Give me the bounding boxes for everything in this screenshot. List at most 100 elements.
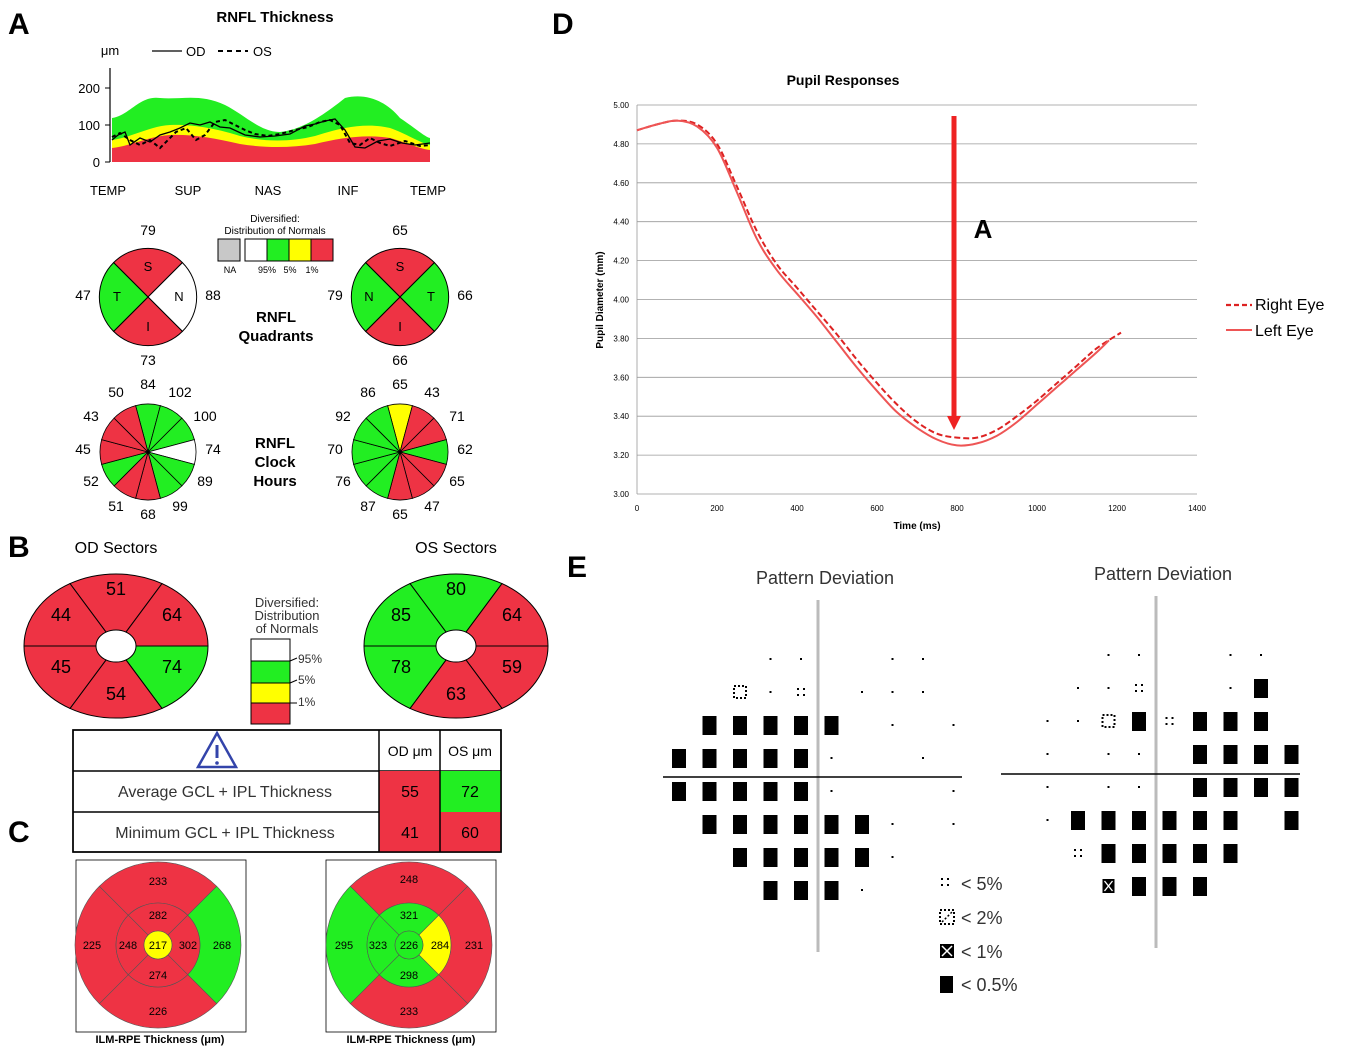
macular-sector: [465, 645, 549, 710]
vf-cell-normal: [830, 790, 833, 792]
y-tick-label: 4.60: [613, 179, 629, 188]
od-quadrant-letter: T: [113, 289, 121, 304]
etdrs-center: [394, 930, 424, 960]
left-eye-line: [636, 119, 1110, 447]
gcl-header-od: OD μm: [388, 743, 433, 759]
pattern-deviation-legend: < 5% < 2% < 1% < 0.5%: [939, 874, 1018, 995]
legend-p05: < 0.5%: [961, 975, 1018, 995]
vf-cell-normal: [922, 691, 924, 693]
y-tick-label: 3.00: [613, 490, 629, 499]
vf-cell-p05: [702, 716, 717, 735]
os-quadrant-temporal: [399, 261, 450, 333]
vf-cell-normal: [1138, 786, 1140, 788]
rnfl-y-tick-label: 0: [93, 155, 100, 170]
c-os-value: 248: [400, 874, 418, 886]
dot-pattern-2-icon: [939, 909, 955, 925]
vf-cell-p5: [797, 688, 799, 690]
rnfl-unit: μm: [101, 43, 119, 58]
od-quadrant-letter: I: [146, 319, 150, 334]
vf-cell-normal: [800, 658, 802, 660]
solid-square-icon: [940, 976, 953, 993]
vf-cell-p05: [733, 782, 747, 801]
c-os-etdrs-map: [325, 861, 493, 1029]
os-sectors-ellipse: [363, 573, 549, 719]
os-quadrant-value-top: 65: [392, 222, 408, 238]
rnfl-x-label: SUP: [175, 183, 202, 198]
os-quadrant-superior: [364, 247, 436, 298]
vf-cell-normal: [891, 658, 894, 660]
norm-title-2: Distribution of Normals: [224, 226, 325, 237]
legend-dot: [947, 878, 949, 880]
vf-cell-p05: [1193, 712, 1207, 731]
gcl-avg-os-cell: [440, 771, 501, 812]
c-od-value: 302: [179, 940, 197, 952]
os-quadrant-nasal: [350, 261, 401, 333]
macular-sector: [409, 573, 503, 633]
b-legend-label: 5%: [298, 673, 316, 687]
od-clock-value: 100: [193, 408, 217, 424]
macular-sector: [125, 645, 209, 710]
vf-cell-p05: [794, 749, 808, 768]
vf-cell-p5: [1074, 849, 1076, 851]
gcl-row-label: Minimum GCL + IPL Thickness: [115, 825, 334, 842]
vf-cell-normal: [1107, 753, 1110, 755]
vf-cell-p05: [763, 815, 778, 834]
os-quadrant-value-bottom: 66: [392, 352, 408, 368]
vf-cell-normal: [952, 823, 955, 825]
y-tick-label: 3.60: [613, 373, 629, 382]
annotation-arrow-head: [947, 416, 961, 430]
pupil-chart-title: Pupil Responses: [787, 72, 900, 88]
y-tick-label: 5.00: [613, 101, 629, 110]
gcl-table-border: [72, 729, 502, 853]
vf-cell-p5: [1165, 717, 1168, 719]
x-tick-label: 1000: [1028, 504, 1046, 513]
legend-pattern-cross: [941, 945, 953, 957]
vf-cell-p05: [1284, 778, 1299, 797]
od-quadrant-letter: S: [144, 259, 153, 274]
vf-cell-p05: [702, 782, 717, 801]
c-od-value: 248: [119, 940, 137, 952]
vf-cell-p2: [1101, 714, 1116, 728]
vf-cell-p5: [1135, 684, 1137, 686]
warning-dot: [215, 761, 219, 765]
os-sectors-title: OS Sectors: [415, 540, 497, 557]
od-clock-value: 45: [75, 441, 91, 457]
od-sector-value: 51: [106, 579, 126, 599]
x-tick-label: 1200: [1108, 504, 1126, 513]
vf-cell-p05: [1223, 844, 1238, 863]
vf-cell-p05: [794, 782, 808, 801]
vf-cell-p05: [763, 782, 778, 801]
os-sector-values: 80 64 59 63 78 85: [391, 579, 522, 704]
os-clock-value: 47: [424, 498, 440, 514]
norm-swatch-yellow: [288, 238, 312, 262]
vf-cell-p05: [733, 716, 747, 735]
vf-cell-p05: [1132, 811, 1146, 830]
b-legend-label: 95%: [298, 652, 322, 666]
macular-sector: [23, 582, 107, 647]
vf-cell-p5: [803, 688, 805, 690]
os-quadrant-letter: I: [398, 319, 402, 334]
macular-sector: [69, 659, 163, 719]
macular-sector: [23, 645, 107, 710]
y-tick-label: 4.80: [613, 140, 629, 149]
c-od-value: 268: [213, 940, 231, 952]
b-legend-title-3: of Normals: [256, 621, 319, 636]
vf-cell-p05: [855, 815, 869, 834]
b-legend-green: [250, 660, 291, 684]
macular-sector: [409, 659, 503, 719]
vf-cell-normal: [1229, 687, 1232, 689]
legend-p5: < 5%: [961, 874, 1003, 894]
vf-cell-p05: [1132, 712, 1146, 731]
c-os-caption: ILM-RPE Thickness (μm): [347, 1034, 476, 1046]
os-quadrant-letter: T: [427, 289, 435, 304]
vf-cell-p05: [1254, 679, 1268, 698]
vf-cell-p5: [1141, 684, 1143, 686]
c-od-value: 282: [149, 910, 167, 922]
vf-cell-normal: [861, 691, 863, 693]
od-clock-value: 52: [83, 473, 99, 489]
c-os-value: 231: [465, 940, 483, 952]
pattern-deviation-title-right: Pattern Deviation: [1094, 564, 1232, 584]
legend-p1: < 1%: [961, 942, 1003, 962]
vf-cell-normal: [1107, 687, 1110, 689]
c-os-value: 284: [431, 940, 449, 952]
